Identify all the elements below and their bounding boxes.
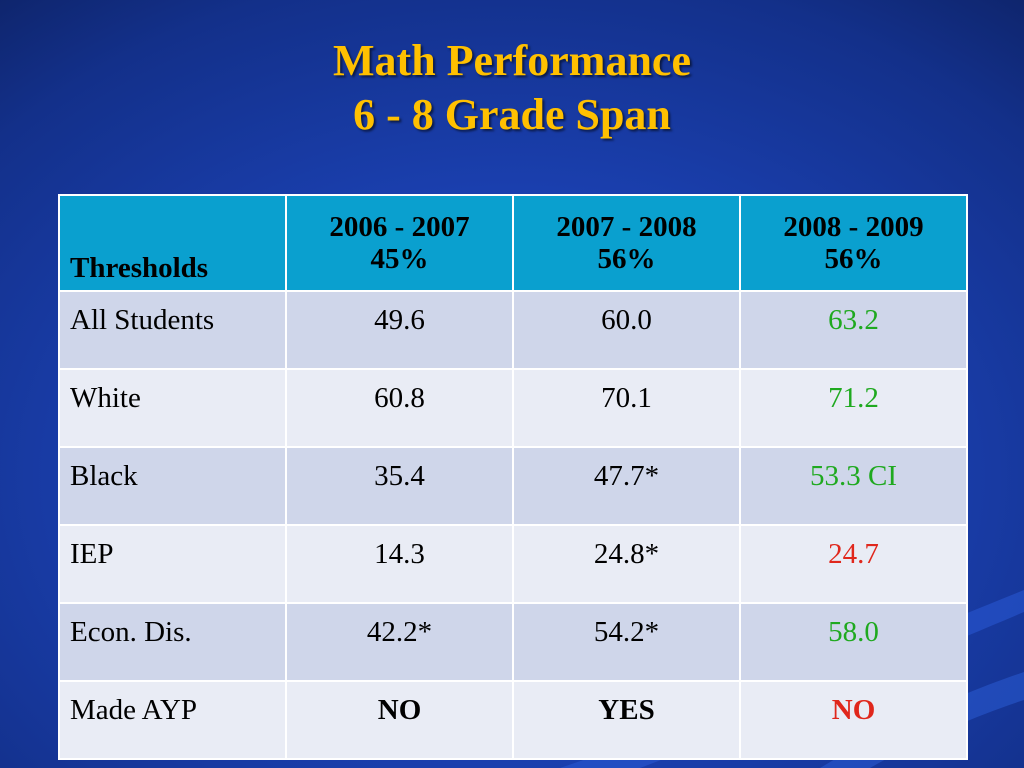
cell-value: 63.2 (739, 290, 968, 370)
cell-value: 70.1 (512, 368, 741, 448)
slide-title: Math Performance 6 - 8 Grade Span (0, 34, 1024, 142)
table-header-row: Thresholds 2006 - 2007 45% 2007 - 2008 5… (58, 194, 968, 292)
cell-value: 58.0 (739, 602, 968, 682)
header-2007-2008: 2007 - 2008 56% (512, 194, 741, 292)
cell-value: 60.8 (285, 368, 514, 448)
cell-value: 24.7 (739, 524, 968, 604)
cell-value: 49.6 (285, 290, 514, 370)
cell-value: 47.7* (512, 446, 741, 526)
cell-value: 53.3 CI (739, 446, 968, 526)
table-row: Made AYP NO YES NO (58, 680, 968, 760)
performance-table: Thresholds 2006 - 2007 45% 2007 - 2008 5… (58, 194, 968, 760)
header-2008-2009: 2008 - 2009 56% (739, 194, 968, 292)
title-line-1: Math Performance (333, 36, 691, 85)
header-threshold: 56% (824, 243, 883, 275)
cell-value: YES (512, 680, 741, 760)
cell-value: NO (285, 680, 514, 760)
cell-value: 14.3 (285, 524, 514, 604)
table-row: All Students 49.6 60.0 63.2 (58, 290, 968, 370)
header-thresholds: Thresholds (58, 194, 287, 292)
table-row: White 60.8 70.1 71.2 (58, 368, 968, 448)
row-label: All Students (58, 290, 287, 370)
cell-value: 60.0 (512, 290, 741, 370)
table-row: IEP 14.3 24.8* 24.7 (58, 524, 968, 604)
header-year: 2006 - 2007 (329, 211, 470, 243)
cell-value: 42.2* (285, 602, 514, 682)
cell-value: 71.2 (739, 368, 968, 448)
cell-value: 24.8* (512, 524, 741, 604)
table-row: Black 35.4 47.7* 53.3 CI (58, 446, 968, 526)
row-label: Econ. Dis. (58, 602, 287, 682)
header-year: 2008 - 2009 (783, 211, 924, 243)
row-label: White (58, 368, 287, 448)
table-row: Econ. Dis. 42.2* 54.2* 58.0 (58, 602, 968, 682)
title-line-2: 6 - 8 Grade Span (353, 90, 671, 139)
header-threshold: 56% (597, 243, 656, 275)
cell-value: NO (739, 680, 968, 760)
row-label: Black (58, 446, 287, 526)
cell-value: 54.2* (512, 602, 741, 682)
header-2006-2007: 2006 - 2007 45% (285, 194, 514, 292)
row-label: Made AYP (58, 680, 287, 760)
header-year: 2007 - 2008 (556, 211, 697, 243)
row-label: IEP (58, 524, 287, 604)
header-threshold: 45% (370, 243, 429, 275)
cell-value: 35.4 (285, 446, 514, 526)
